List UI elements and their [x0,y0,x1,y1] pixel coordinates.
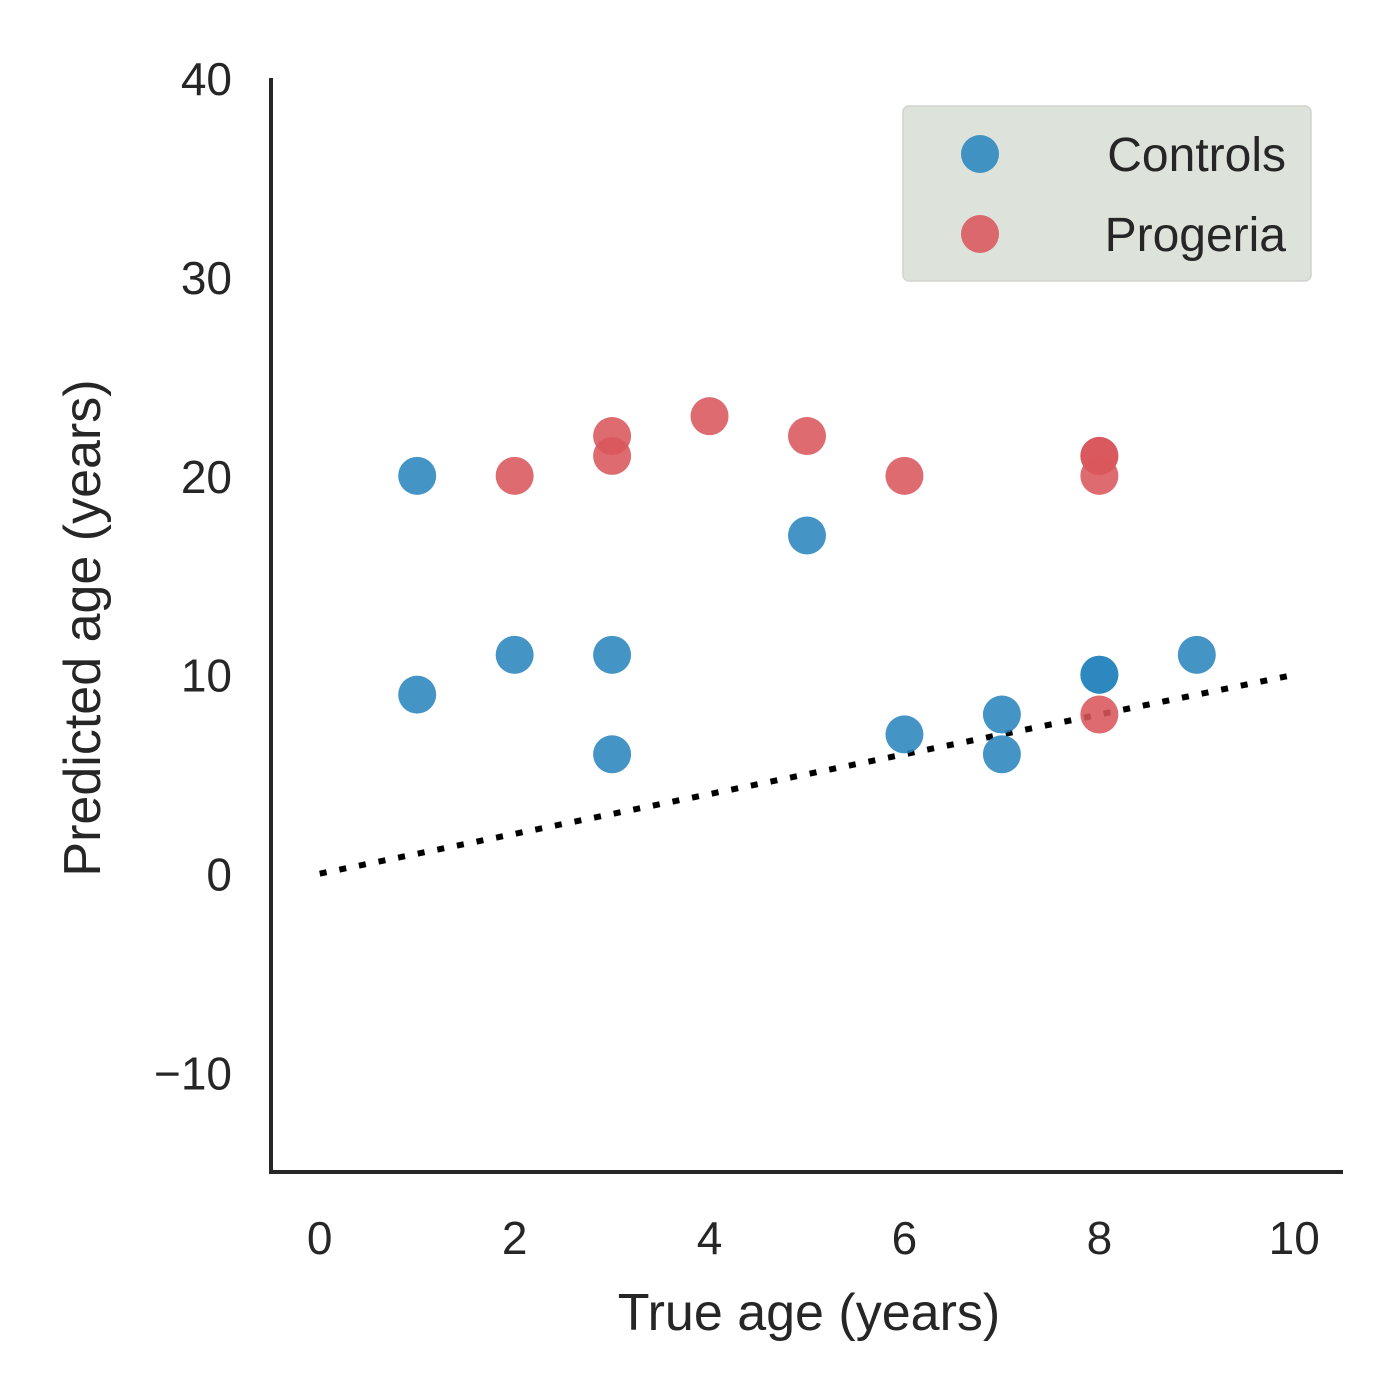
y-tick-label: 30 [181,252,232,304]
y-axis-label: Predicted age (years) [54,379,112,876]
controls-point [398,456,437,495]
controls-point [788,516,826,555]
y-tick-label: 10 [181,650,232,702]
progeria-point [788,417,826,456]
legend-box [902,105,1312,282]
legend-marker-controls [961,135,999,173]
x-tick-label: 2 [502,1212,528,1264]
controls-point [495,635,534,674]
controls-point [1080,655,1119,694]
controls-point [1177,635,1216,674]
controls-point [885,715,924,754]
reference-line-layer [319,671,1295,877]
x-tick-label: 0 [307,1212,333,1264]
progeria-point [495,456,534,495]
points-layer [398,397,1216,774]
legend-label-controls: Controls [1107,129,1286,182]
y-tick-labels: −10 0 10 20 30 40 [154,53,232,1100]
x-axis-label: True age (years) [618,1284,1000,1342]
controls-point [593,635,632,674]
controls-point [982,695,1021,734]
y-tick-label: −10 [154,1048,232,1100]
y-tick-label: 0 [206,849,232,901]
controls-point [593,735,632,774]
controls-point [982,735,1021,774]
y-tick-label: 20 [181,451,232,503]
x-tick-label: 6 [892,1212,918,1264]
legend-marker-progeria [961,215,999,253]
y-tick-label: 40 [181,53,232,105]
x-tick-labels: 0 2 4 6 8 10 [307,1212,1320,1264]
identity-reference-line [319,671,1295,877]
axes-layer [269,78,1343,1174]
progeria-point [1080,695,1119,734]
x-tick-label: 4 [697,1212,723,1264]
progeria-point [690,397,729,436]
controls-point [398,675,437,714]
progeria-point [593,436,632,475]
x-tick-label: 10 [1269,1212,1320,1264]
legend-label-progeria: Progeria [1105,209,1287,262]
x-tick-label: 8 [1087,1212,1113,1264]
legend: Controls Progeria [902,105,1312,282]
progeria-point [885,456,924,495]
progeria-point [1080,456,1119,495]
